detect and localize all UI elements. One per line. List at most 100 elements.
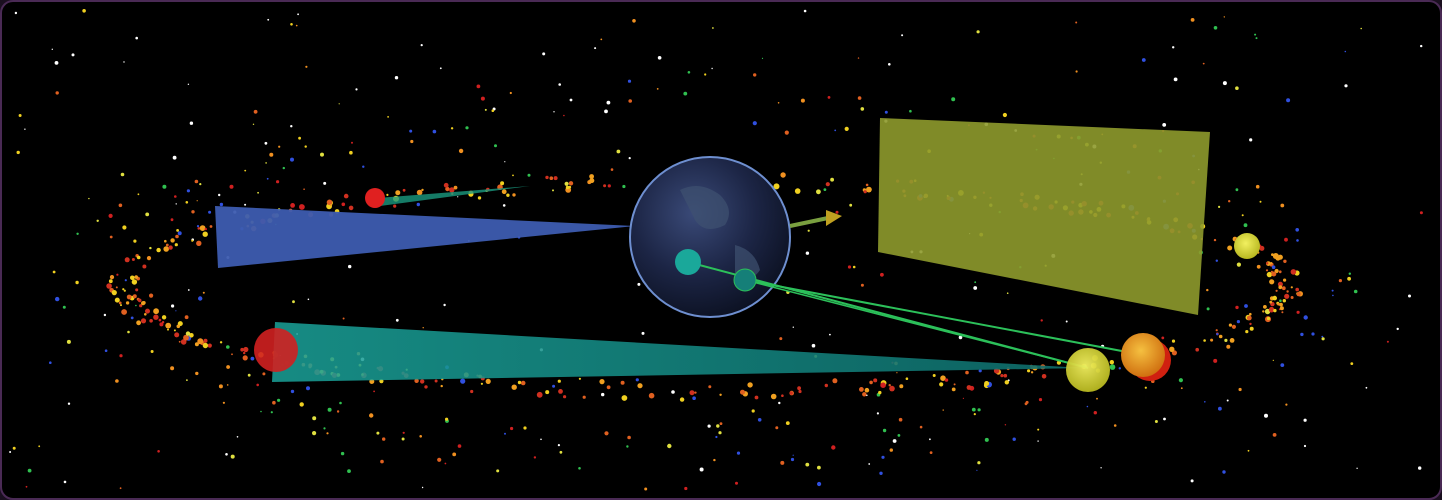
debris xyxy=(1259,245,1265,251)
debris xyxy=(715,435,718,439)
debris xyxy=(401,437,405,441)
debris xyxy=(204,227,207,231)
debris xyxy=(501,189,507,195)
star xyxy=(457,196,459,198)
debris xyxy=(209,225,213,228)
debris xyxy=(1218,205,1221,208)
star xyxy=(1202,62,1205,65)
debris xyxy=(174,332,180,338)
debris xyxy=(443,182,449,188)
debris xyxy=(312,416,317,421)
debris xyxy=(973,413,976,416)
debris xyxy=(951,387,956,392)
debris xyxy=(402,431,405,434)
debris xyxy=(290,203,295,208)
debris xyxy=(269,152,274,157)
debris xyxy=(139,304,143,308)
star xyxy=(811,343,816,348)
debris xyxy=(504,432,506,435)
debris xyxy=(1210,338,1214,342)
star xyxy=(880,272,884,277)
debris xyxy=(170,238,175,243)
debris xyxy=(226,345,230,349)
star xyxy=(323,181,327,185)
star xyxy=(852,265,856,269)
debris xyxy=(222,401,225,404)
debris xyxy=(199,183,202,186)
debris xyxy=(940,375,946,382)
debris xyxy=(226,365,231,369)
debris xyxy=(262,372,266,376)
debris xyxy=(500,181,505,186)
debris xyxy=(326,199,333,206)
blue-beam xyxy=(215,206,635,268)
star xyxy=(1141,58,1146,62)
debris xyxy=(747,382,753,388)
debris xyxy=(667,443,672,449)
debris xyxy=(863,190,867,194)
star xyxy=(76,232,79,235)
debris xyxy=(823,188,827,192)
debris xyxy=(644,487,648,491)
star xyxy=(1037,440,1039,442)
debris xyxy=(1213,238,1217,242)
debris xyxy=(189,333,194,338)
satellite xyxy=(1121,333,1165,377)
debris xyxy=(789,391,793,395)
debris xyxy=(414,378,419,383)
debris xyxy=(260,410,262,413)
star xyxy=(807,229,810,232)
star xyxy=(1418,466,1422,470)
debris xyxy=(150,350,154,353)
debris xyxy=(197,227,201,230)
debris xyxy=(195,371,199,376)
debris xyxy=(1282,299,1287,303)
star xyxy=(264,141,268,145)
debris xyxy=(794,188,801,194)
star xyxy=(601,392,605,397)
debris xyxy=(144,313,147,316)
star xyxy=(502,204,506,207)
star xyxy=(711,67,713,70)
debris xyxy=(156,247,161,253)
debris xyxy=(865,183,869,187)
debris xyxy=(909,109,912,113)
debris xyxy=(582,395,586,399)
debris xyxy=(484,108,487,111)
star xyxy=(610,168,614,171)
debris xyxy=(603,184,607,188)
debris xyxy=(859,387,864,392)
star xyxy=(736,451,741,455)
debris xyxy=(1178,378,1183,383)
debris xyxy=(419,435,423,438)
debris xyxy=(777,102,780,104)
debris xyxy=(257,191,259,194)
star xyxy=(898,417,903,422)
earth-land xyxy=(680,186,760,279)
debris xyxy=(1277,281,1283,287)
star xyxy=(1154,420,1158,423)
debris xyxy=(207,343,212,348)
debris xyxy=(1280,203,1285,208)
sensor-panel xyxy=(878,118,1210,315)
star xyxy=(1264,413,1268,418)
debris xyxy=(180,339,187,345)
debris xyxy=(1290,296,1294,299)
debris xyxy=(884,110,888,114)
debris xyxy=(382,437,386,441)
star xyxy=(1254,33,1257,36)
star xyxy=(1285,403,1288,406)
debris xyxy=(770,393,777,400)
debris xyxy=(1229,338,1235,343)
debris xyxy=(109,235,113,239)
debris xyxy=(167,328,169,331)
debris xyxy=(1303,315,1308,320)
debris xyxy=(123,289,126,292)
debris xyxy=(1012,437,1016,441)
debris xyxy=(130,275,135,281)
debris xyxy=(689,390,695,396)
star xyxy=(958,335,963,340)
debris xyxy=(1216,333,1219,336)
debris xyxy=(520,380,526,386)
debris xyxy=(1169,346,1175,352)
